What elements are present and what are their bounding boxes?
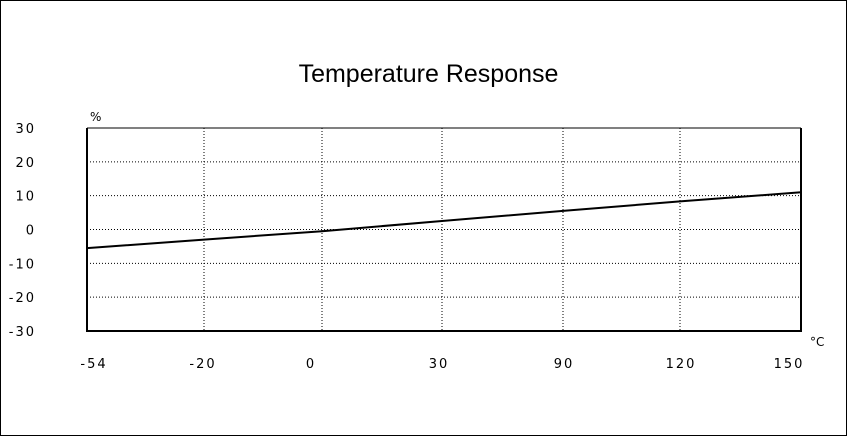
y-tick-label: 30 xyxy=(15,122,36,137)
chart-title: Temperature Response xyxy=(298,60,559,88)
series-line xyxy=(86,191,802,250)
x-tick-label: 0 xyxy=(306,357,316,372)
x-tick-label: 150 xyxy=(774,357,805,372)
y-tick-label: -10 xyxy=(9,257,36,272)
x-tick-label: -54 xyxy=(80,357,107,372)
series-layer xyxy=(86,191,802,250)
x-tick-label: -20 xyxy=(189,357,216,372)
y-unit-label: % xyxy=(90,110,101,124)
tick-labels: 30 20 10 0 -10 -20 -30 -54 -20 0 30 90 120 150% °C xyxy=(9,110,825,372)
y-tick-label: -30 xyxy=(9,325,36,340)
y-tick-label: 10 xyxy=(15,190,36,205)
x-unit-label: °C xyxy=(810,335,824,349)
y-tick-label: 20 xyxy=(15,156,36,171)
x-tick-label: 90 xyxy=(554,357,575,372)
x-tick-label: 120 xyxy=(666,357,697,372)
grid-lines xyxy=(87,128,801,331)
y-tick-label: 0 xyxy=(26,224,36,239)
x-tick-label: 30 xyxy=(429,357,450,372)
y-tick-label: -20 xyxy=(9,291,36,306)
axes xyxy=(86,127,802,332)
